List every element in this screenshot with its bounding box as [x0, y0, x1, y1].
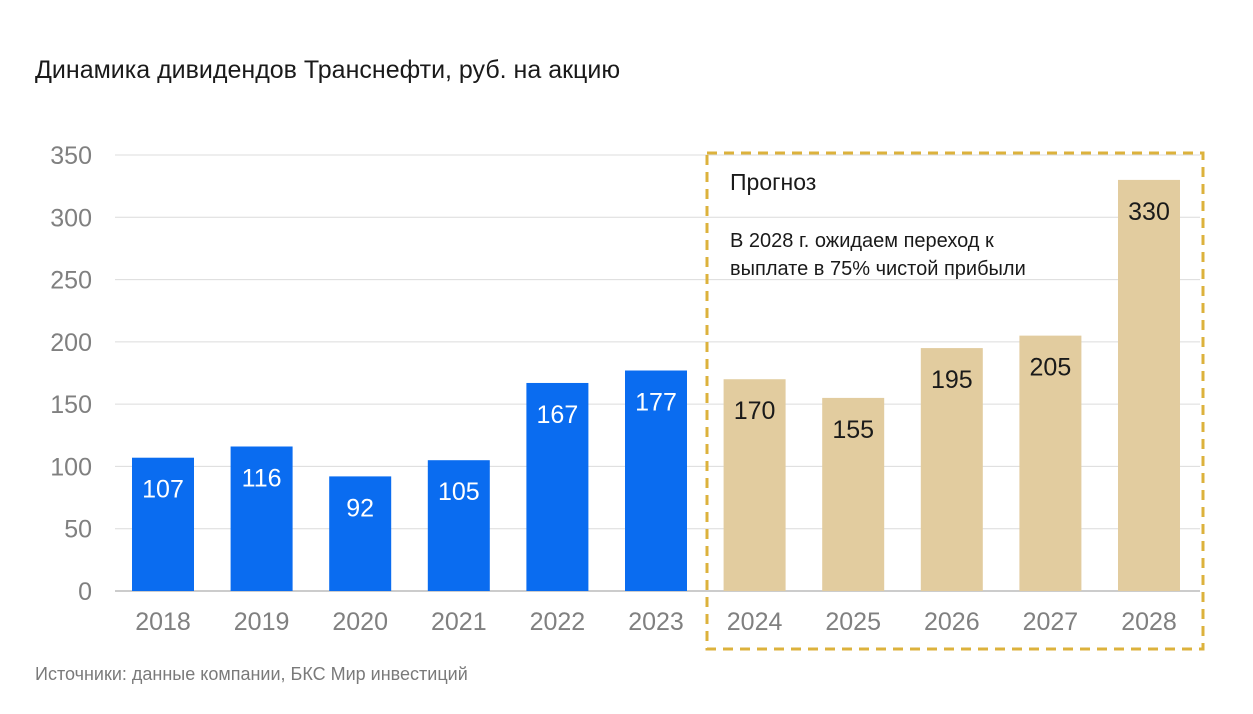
bar-2025 — [822, 397, 885, 591]
bar-2026 — [920, 348, 983, 591]
bar-2027 — [1019, 335, 1082, 591]
y-tick-label: 200 — [50, 329, 92, 357]
data-label-2025: 155 — [832, 416, 874, 444]
y-tick-label: 350 — [50, 142, 92, 170]
y-tick-label: 150 — [50, 391, 92, 419]
forecast-note-line: выплате в 75% чистой прибыли — [730, 258, 1026, 280]
bar-2020 — [329, 476, 392, 591]
x-tick-label-2020: 2020 — [332, 608, 388, 636]
y-tick-label: 300 — [50, 204, 92, 232]
x-tick-label-2026: 2026 — [924, 608, 980, 636]
chart-title: Динамика дивидендов Транснефти, руб. на … — [35, 56, 621, 84]
bar-2028 — [1118, 179, 1180, 591]
data-label-2024: 170 — [734, 397, 776, 425]
bar-2021 — [427, 460, 490, 591]
y-tick-label: 250 — [50, 267, 92, 295]
data-label-2023: 177 — [635, 389, 677, 417]
bar-2019 — [230, 446, 293, 591]
forecast-box — [705, 151, 1205, 651]
data-label-2026: 195 — [931, 366, 973, 394]
x-tick-label-2025: 2025 — [825, 608, 881, 636]
bar-2022 — [526, 382, 589, 591]
data-label-2021: 105 — [438, 478, 480, 506]
x-tick-label-2021: 2021 — [431, 608, 487, 636]
bar-2024 — [723, 379, 786, 591]
data-label-2019: 116 — [242, 464, 282, 492]
x-tick-label-2024: 2024 — [727, 608, 783, 636]
data-label-2028: 330 — [1128, 198, 1170, 226]
x-tick-label-2018: 2018 — [135, 608, 191, 636]
source-note: Источники: данные компании, БКС Мир инве… — [35, 664, 468, 684]
data-label-2018: 107 — [142, 476, 184, 504]
data-label-2027: 205 — [1030, 354, 1072, 382]
x-tick-label-2027: 2027 — [1023, 608, 1079, 636]
bar-2018 — [132, 457, 194, 591]
bar-2023 — [625, 370, 687, 591]
forecast-title: Прогноз — [730, 169, 816, 195]
y-tick-label: 50 — [64, 516, 92, 544]
y-tick-label: 100 — [50, 453, 92, 481]
x-tick-label-2019: 2019 — [234, 608, 290, 636]
x-tick-label-2022: 2022 — [530, 608, 586, 636]
forecast-note-line: В 2028 г. ожидаем переход к — [730, 230, 994, 252]
x-tick-label-2028: 2028 — [1121, 608, 1177, 636]
x-tick-label-2023: 2023 — [628, 608, 684, 636]
data-label-2020: 92 — [346, 494, 374, 522]
data-label-2022: 167 — [537, 401, 579, 429]
y-tick-label: 0 — [78, 578, 92, 606]
